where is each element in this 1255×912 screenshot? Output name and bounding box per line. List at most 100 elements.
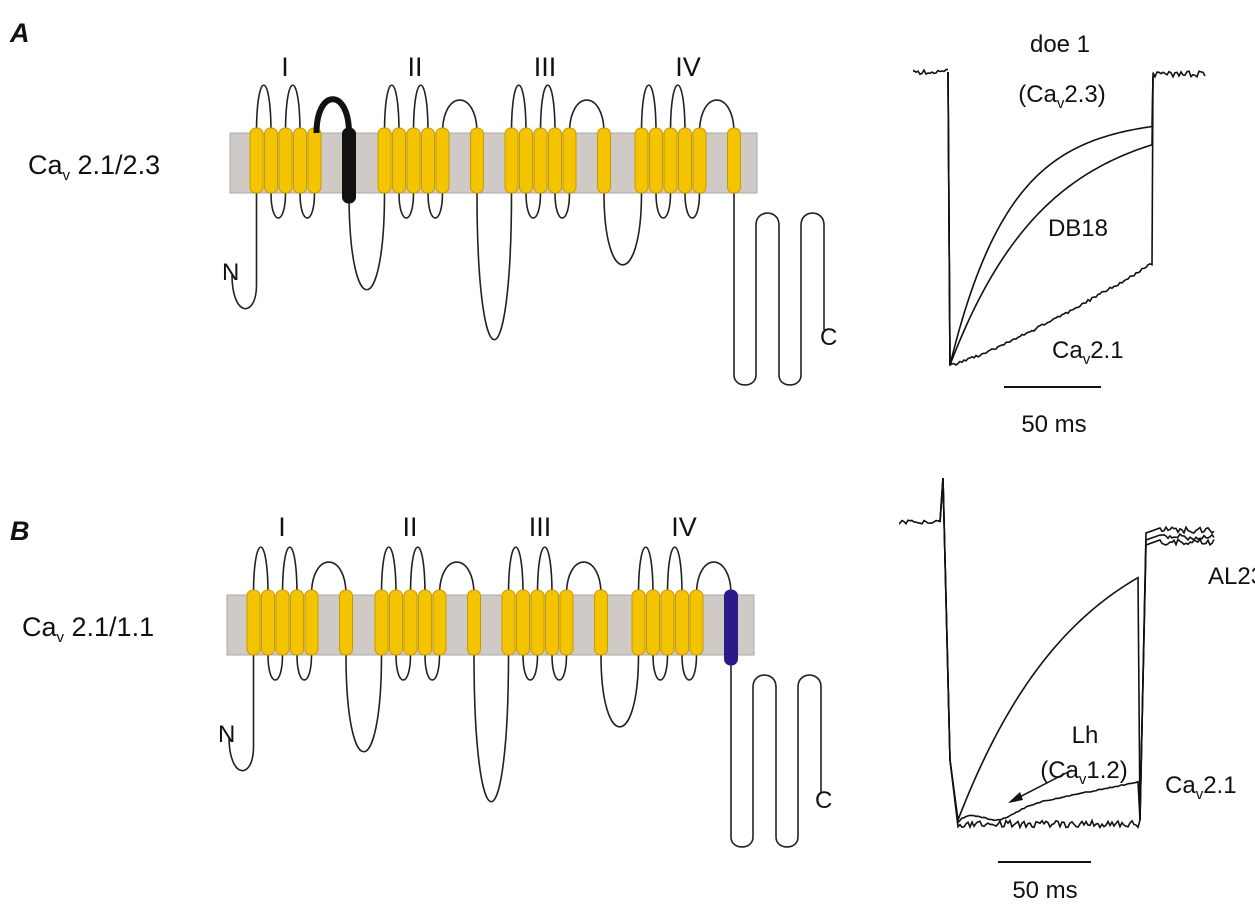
trace-label-sub: v (1057, 95, 1065, 112)
highlighted-segment (342, 127, 356, 204)
highlighted-segment (724, 589, 738, 666)
channel-backbone (231, 84, 825, 386)
segment (290, 589, 304, 656)
segment (470, 127, 484, 194)
segment (519, 127, 533, 194)
segment (562, 127, 577, 194)
segment (516, 589, 530, 656)
trace-label-sub: v (1079, 771, 1087, 788)
domain-label: IV (671, 512, 697, 542)
segment (261, 589, 275, 656)
trace-label-sub: v (1196, 786, 1204, 803)
segment (278, 127, 293, 194)
segment (339, 589, 353, 656)
segment (597, 127, 611, 194)
trace-label-suffix: 1.2) (1086, 757, 1127, 784)
segment (275, 589, 290, 656)
trace-label: DB18 (1048, 215, 1108, 242)
segment (374, 589, 389, 656)
current-trace (947, 71, 1154, 366)
arrow-head (1008, 792, 1023, 803)
segment (545, 589, 559, 656)
construct-sub: v (63, 167, 71, 184)
segment (377, 127, 392, 194)
construct-base: Ca (22, 612, 57, 642)
construct-label: Cav 2.1/2.3 (28, 150, 160, 184)
segment (660, 589, 675, 656)
n-terminus: N (222, 259, 239, 286)
trace-label-base: Ca (1052, 337, 1083, 364)
current-trace (1152, 70, 1206, 79)
segment (663, 127, 678, 194)
segment (304, 589, 319, 656)
segment (421, 127, 435, 194)
construct-suffix: 2.1/2.3 (70, 150, 160, 180)
domain-label: I (281, 52, 289, 82)
segment (692, 127, 707, 194)
segment (264, 127, 278, 194)
segment (689, 589, 704, 656)
c-terminus: C (815, 787, 832, 814)
trace-label: Cav2.1 (1165, 772, 1237, 803)
segment (631, 589, 646, 656)
domain-label: I (278, 512, 286, 542)
domain-label: II (402, 512, 417, 542)
segment (293, 127, 307, 194)
domain-label: II (407, 52, 422, 82)
construct-label: Cav 2.1/1.1 (22, 612, 154, 646)
segment (435, 127, 450, 194)
segment (432, 589, 447, 656)
panel-label: A (9, 18, 30, 48)
domain-label: III (529, 512, 552, 542)
trace-label-base: (Ca (1018, 81, 1057, 108)
domain-label: IV (675, 52, 701, 82)
panel-label: B (10, 516, 30, 546)
segment (504, 127, 519, 194)
segment (649, 127, 663, 194)
highlighted-loop (313, 96, 352, 134)
segment (418, 589, 432, 656)
current-trace (899, 519, 941, 526)
trace-label-base: Ca (1165, 772, 1196, 799)
trace-label: Lh (1072, 722, 1099, 749)
channel-backbone (228, 546, 822, 848)
domain-label: III (534, 52, 557, 82)
segment (246, 589, 261, 656)
segment (406, 127, 421, 194)
scale-bar-label: 50 ms (1021, 411, 1086, 438)
segment (727, 127, 741, 194)
segment (392, 127, 406, 194)
current-trace (939, 477, 1215, 825)
trace-label-suffix: 2.1 (1203, 772, 1236, 799)
segment (559, 589, 574, 656)
segment (249, 127, 264, 194)
trace-label: (Cav2.3) (1018, 81, 1106, 112)
c-terminus: C (820, 324, 837, 351)
trace-label: Cav2.1 (1052, 337, 1124, 368)
n-terminus: N (218, 721, 235, 748)
trace-label-sub: v (1083, 351, 1091, 368)
segment (533, 127, 548, 194)
current-trace (947, 71, 1154, 366)
construct-base: Ca (28, 150, 63, 180)
current-trace (947, 71, 1154, 367)
segment (634, 127, 649, 194)
segment (594, 589, 608, 656)
segment (675, 589, 689, 656)
segment (467, 589, 481, 656)
segment (403, 589, 418, 656)
trace-label: (Cav1.2) (1040, 757, 1128, 788)
scale-bar-label: 50 ms (1012, 877, 1077, 904)
segment (307, 127, 322, 194)
trace-label-suffix: 2.3) (1064, 81, 1105, 108)
segment (530, 589, 545, 656)
trace-label-suffix: 2.1 (1090, 337, 1123, 364)
segment (501, 589, 516, 656)
segment (678, 127, 692, 194)
trace-label: doe 1 (1030, 31, 1090, 58)
drawings (226, 68, 1215, 848)
segment (389, 589, 403, 656)
current-trace (939, 477, 1215, 821)
trace-label: AL23 (1208, 563, 1255, 590)
